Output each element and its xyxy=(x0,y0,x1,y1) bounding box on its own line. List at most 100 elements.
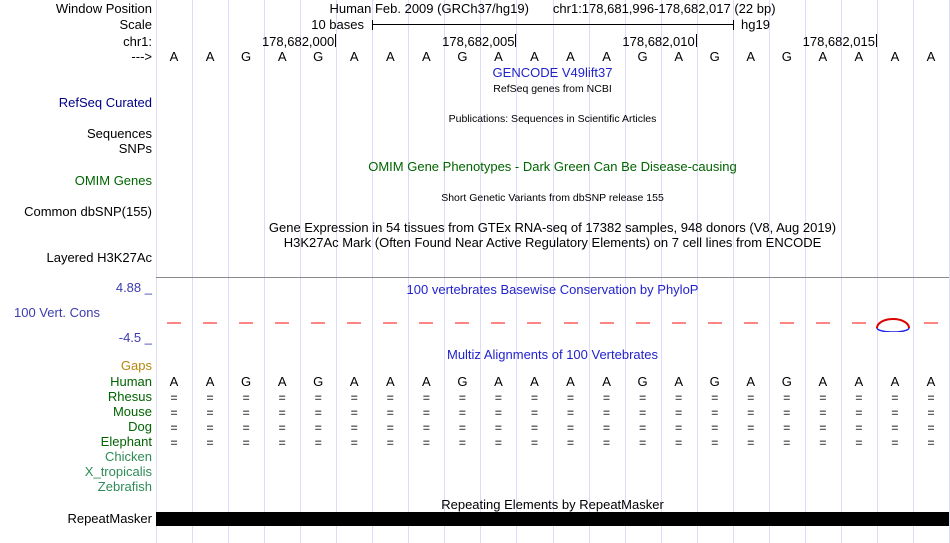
multiz-gap-rhesus: = xyxy=(422,391,430,405)
multiz-gap-rhesus: = xyxy=(494,391,502,405)
multiz-human-base: G xyxy=(781,374,792,389)
window-position-title: Human Feb. 2009 (GRCh37/hg19) chr1:178,6… xyxy=(156,2,949,15)
multiz-human-base: G xyxy=(457,374,468,389)
base-letter: A xyxy=(277,49,287,64)
track-label-omim-genes[interactable]: OMIM Genes xyxy=(74,173,152,188)
track-label-repeatmasker[interactable]: RepeatMasker xyxy=(67,511,152,526)
multiz-gap-dog: = xyxy=(314,421,322,435)
multiz-gap-dog: = xyxy=(567,421,575,435)
multiz-human-base: A xyxy=(349,374,359,389)
multiz-gap-mouse: = xyxy=(711,406,719,420)
scale-value: 10 bases xyxy=(311,17,364,32)
multiz-gap-dog: = xyxy=(927,421,935,435)
multiz-gap-dog: = xyxy=(711,421,719,435)
multiz-gap-dog: = xyxy=(242,421,250,435)
multiz-gap-elephant: = xyxy=(783,436,791,450)
track-label-refseq-curated[interactable]: RefSeq Curated xyxy=(58,95,152,110)
phylop-dash xyxy=(707,322,722,324)
base-letter: A xyxy=(349,49,359,64)
track-label-window-position[interactable]: Window Position xyxy=(55,1,152,16)
base-letter: G xyxy=(637,49,648,64)
track-label-dog[interactable]: Dog xyxy=(128,419,152,434)
multiz-human-base: A xyxy=(602,374,611,389)
multiz-gap-mouse: = xyxy=(422,406,430,420)
track-label-publications[interactable]: Publications: Sequences in Scientific Ar… xyxy=(448,113,657,125)
multiz-gap-elephant: = xyxy=(278,436,286,450)
multiz-gap-dog: = xyxy=(206,421,214,435)
multiz-gap-mouse: = xyxy=(458,406,466,420)
multiz-gap-elephant: = xyxy=(855,436,863,450)
multiz-gap-mouse: = xyxy=(170,406,178,420)
track-label-sequences[interactable]: Sequences xyxy=(86,126,152,141)
multiz-human-base: A xyxy=(818,374,828,389)
multiz-gap-mouse: = xyxy=(350,406,358,420)
guideline xyxy=(408,0,410,543)
track-label-mouse[interactable]: Mouse xyxy=(112,404,152,419)
multiz-gap-mouse: = xyxy=(530,406,538,420)
multiz-gap-elephant: = xyxy=(567,436,575,450)
track-label-chr1[interactable]: chr1: xyxy=(123,34,152,49)
guideline xyxy=(624,0,626,543)
track-label-scale[interactable]: Scale xyxy=(119,17,152,32)
track-label-snps[interactable]: SNPs xyxy=(118,141,152,156)
multiz-gap-mouse: = xyxy=(206,406,214,420)
ruler-tick-label: 178,682,005 xyxy=(442,34,515,49)
multiz-gap-dog: = xyxy=(819,421,827,435)
multiz-gap-mouse: = xyxy=(386,406,394,420)
multiz-gap-mouse: = xyxy=(891,406,899,420)
phylop-negative-glyph xyxy=(876,318,910,332)
multiz-gap-rhesus: = xyxy=(386,391,394,405)
track-label-multiz[interactable]: Multiz Alignments of 100 Vertebrates xyxy=(446,347,658,362)
track-label-gaps[interactable]: Gaps xyxy=(120,358,152,373)
multiz-gap-elephant: = xyxy=(819,436,827,450)
multiz-gap-elephant: = xyxy=(242,436,250,450)
track-label-item[interactable]: ---> xyxy=(131,49,152,64)
phylop-dash xyxy=(527,322,542,324)
track-label-4-88[interactable]: 4.88 _ xyxy=(115,280,152,295)
ruler-tick xyxy=(335,34,337,47)
track-label-gencode[interactable]: GENCODE V49lift37 xyxy=(492,65,613,80)
base-letter: A xyxy=(566,49,575,64)
multiz-gap-mouse: = xyxy=(603,406,611,420)
track-label-dbsnp[interactable]: Short Genetic Variants from dbSNP releas… xyxy=(441,192,664,204)
repeatmasker-track-bar[interactable] xyxy=(156,512,949,526)
base-letter: G xyxy=(457,49,468,64)
multiz-gap-elephant: = xyxy=(747,436,755,450)
track-label-100-vert-cons[interactable]: 100 Vert. Cons xyxy=(14,305,100,320)
track-label-elephant[interactable]: Elephant xyxy=(100,434,152,449)
track-label-chicken[interactable]: Chicken xyxy=(105,449,152,464)
ruler-tick-label: 178,682,015 xyxy=(802,34,875,49)
multiz-human-base: A xyxy=(277,374,287,389)
multiz-gap-rhesus: = xyxy=(242,391,250,405)
track-label-rhesus[interactable]: Rhesus xyxy=(107,389,152,404)
multiz-human-base: A xyxy=(205,374,215,389)
guideline xyxy=(480,0,482,543)
track-label-4-5[interactable]: -4.5 _ xyxy=(118,330,152,345)
track-note-refseq: RefSeq genes from NCBI xyxy=(493,83,612,95)
track-label-zebrafish[interactable]: Zebrafish xyxy=(97,479,152,494)
track-label-x-tropicalis[interactable]: X_tropicalis xyxy=(84,464,152,479)
base-letter: A xyxy=(385,49,395,64)
multiz-gap-dog: = xyxy=(639,421,647,435)
track-label-repeatmasker[interactable]: Repeating Elements by RepeatMasker xyxy=(441,497,664,512)
multiz-gap-elephant: = xyxy=(927,436,935,450)
multiz-gap-dog: = xyxy=(675,421,683,435)
base-letter: A xyxy=(494,49,503,64)
base-letter: G xyxy=(241,49,252,64)
track-label-gtex[interactable]: Gene Expression in 54 tissues from GTEx … xyxy=(268,220,837,235)
track-label-human[interactable]: Human xyxy=(110,374,152,389)
multiz-gap-elephant: = xyxy=(494,436,502,450)
multiz-gap-rhesus: = xyxy=(927,391,935,405)
multiz-human-base: G xyxy=(241,374,252,389)
track-label-common-dbsnp-155[interactable]: Common dbSNP(155) xyxy=(24,204,152,219)
track-label-phylop[interactable]: 100 vertebrates Basewise Conservation by… xyxy=(406,282,699,297)
guideline xyxy=(156,0,157,543)
track-label-layered-h3k27ac[interactable]: Layered H3K27Ac xyxy=(46,250,152,265)
multiz-gap-mouse: = xyxy=(639,406,647,420)
track-label-h3k27ac[interactable]: H3K27Ac Mark (Often Found Near Active Re… xyxy=(283,235,822,250)
assembly-label: Human Feb. 2009 (GRCh37/hg19) xyxy=(329,1,529,16)
base-letter: A xyxy=(854,49,864,64)
multiz-gap-mouse: = xyxy=(278,406,286,420)
track-label-omim[interactable]: OMIM Gene Phenotypes - Dark Green Can Be… xyxy=(368,159,737,174)
multiz-human-base: G xyxy=(709,374,720,389)
